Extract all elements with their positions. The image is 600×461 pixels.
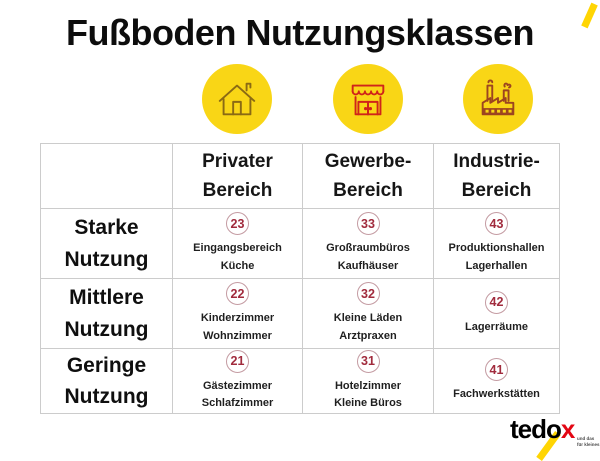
row-label-line: Mittlere [69, 286, 144, 309]
class-number-badge: 23 [226, 212, 249, 236]
class-number-badge: 41 [485, 358, 508, 382]
column-header-industrial: Industrie- Bereich [433, 143, 559, 208]
example-line: Kleine Büros [334, 397, 402, 409]
usage-cell-32: 32 Kleine Läden Arztpraxen [302, 278, 433, 348]
store-icon [345, 76, 391, 122]
column-header-line: Gewerbe- [324, 150, 412, 172]
usage-cell-23: 23 Eingangsbereich Küche [172, 208, 302, 278]
logo-slogan-line: und das [577, 436, 595, 441]
example-line: Wohnzimmer [203, 329, 272, 342]
example-line: Lagerräume [465, 320, 528, 333]
example-line: Lagerhallen [465, 259, 528, 272]
row-label-medium-usage: Mittlere Nutzung [40, 278, 172, 348]
usage-cell-31: 31 Hotelzimmer Kleine Büros [302, 348, 433, 413]
usage-cell-43: 43 Produktionshallen Lagerhallen [433, 208, 559, 278]
usage-cell-22: 22 Kinderzimmer Wohnzimmer [172, 278, 302, 348]
class-number-badge: 33 [356, 212, 380, 236]
row-label-strong-usage: Starke Nutzung [40, 208, 172, 278]
home-icon [214, 76, 260, 122]
column-header-commercial: Gewerbe- Bereich [302, 143, 433, 208]
column-header-line: Privater [202, 150, 273, 172]
example-line: Produktionshallen [448, 242, 545, 255]
home-icon-circle [202, 64, 272, 134]
row-label-line: Nutzung [64, 317, 149, 341]
example-line: Eingangsbereich [193, 242, 282, 255]
row-label-line: Nutzung [64, 247, 149, 271]
column-header-line: Bereich [461, 180, 532, 201]
example-line: Gästezimmer [202, 379, 273, 392]
column-header-private: Privater Bereich [172, 143, 302, 208]
tedox-logo: tedox und das für kleines Geld [505, 414, 600, 461]
example-line: Küche [220, 259, 255, 272]
class-number-badge: 42 [485, 290, 508, 314]
row-label-line: Nutzung [64, 385, 149, 408]
logo-wordmark: tedox [510, 414, 576, 444]
factory-icon-circle [463, 64, 533, 134]
logo-slogan: und das für kleines Geld [577, 436, 600, 448]
example-line: Kinderzimmer [200, 312, 275, 325]
row-label-line: Geringe [66, 353, 147, 377]
logo-slogan-line: für kleines Geld [577, 441, 600, 447]
usage-cell-33: 33 Großraumbüros Kaufhäuser [302, 208, 433, 278]
column-header-line: Bereich [333, 180, 403, 201]
column-header-line: Bereich [202, 180, 273, 201]
usage-cell-42: 42 Lagerräume [433, 278, 559, 348]
class-number-badge: 21 [226, 349, 249, 373]
class-number-badge: 43 [485, 212, 508, 236]
class-number-badge: 22 [226, 282, 249, 306]
example-line: Kleine Läden [333, 312, 403, 325]
usage-class-table: Privater Bereich Gewerbe- Bereich Indust… [40, 143, 560, 414]
example-line: Arztpraxen [339, 329, 397, 342]
factory-icon [475, 76, 521, 122]
class-number-badge: 31 [356, 349, 380, 373]
example-line: Großraumbüros [326, 242, 410, 255]
usage-cell-41: 41 Fachwerkstätten [433, 348, 559, 413]
column-header-line: Industrie- [453, 150, 540, 172]
row-label-light-usage: Geringe Nutzung [40, 348, 172, 413]
example-line: Fachwerkstätten [453, 388, 540, 401]
logo-text-black: tedo [510, 414, 562, 444]
store-icon-circle [333, 64, 403, 134]
example-line: Kaufhäuser [337, 259, 399, 272]
example-line: Hotelzimmer [334, 379, 402, 392]
page-title: Fußboden Nutzungsklassen [65, 12, 535, 53]
logo-text-x: x [560, 414, 576, 444]
class-number-badge: 32 [356, 282, 380, 306]
usage-cell-21: 21 Gästezimmer Schlafzimmer [172, 348, 302, 413]
row-label-line: Starke [74, 216, 139, 239]
corner-cell [40, 143, 172, 208]
example-line: Schlafzimmer [201, 397, 274, 409]
